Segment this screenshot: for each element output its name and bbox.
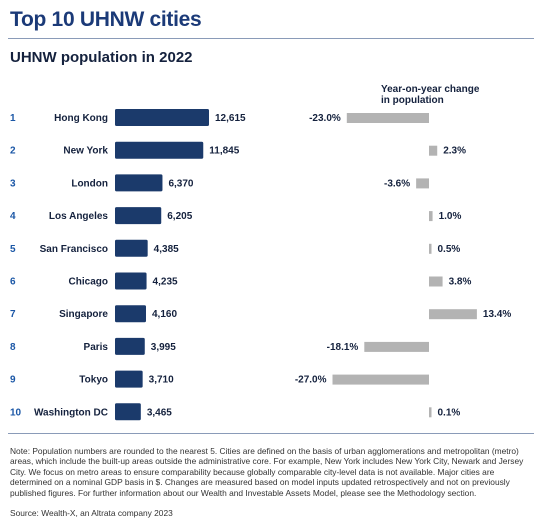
change-value-label: 2.3% <box>443 146 466 157</box>
population-bar <box>115 141 204 159</box>
population-bar <box>115 239 148 257</box>
change-value-label: -18.1% <box>327 342 359 353</box>
rank-label: 10 <box>10 407 22 418</box>
city-label: Hong Kong <box>54 113 108 124</box>
change-bar <box>429 407 432 418</box>
change-bar <box>429 145 438 156</box>
city-label: Chicago <box>69 277 108 288</box>
change-value-label: -23.0% <box>309 113 341 124</box>
chart-divider <box>8 433 534 434</box>
change-value-label: 0.1% <box>438 407 461 418</box>
rank-label: 4 <box>10 211 16 222</box>
population-value-label: 12,615 <box>215 113 246 124</box>
rank-label: 3 <box>10 178 16 189</box>
rank-label: 2 <box>10 146 16 157</box>
yoy-header-line1: Year-on-year change <box>381 84 480 95</box>
rank-label: 8 <box>10 342 16 353</box>
population-bar <box>115 174 163 192</box>
change-bar <box>346 113 429 123</box>
yoy-header-line2: in population <box>381 95 444 106</box>
change-bar <box>429 309 477 320</box>
chart-subtitle: UHNW population in 2022 <box>10 49 193 66</box>
population-bar <box>115 305 146 323</box>
city-label: Singapore <box>59 309 108 320</box>
population-bar <box>115 109 209 126</box>
population-bar <box>115 337 145 355</box>
city-label: San Francisco <box>40 244 108 255</box>
city-label: New York <box>63 146 108 157</box>
change-bar <box>429 243 432 254</box>
population-value-label: 4,160 <box>152 309 177 320</box>
population-bar <box>115 370 143 388</box>
rank-label: 9 <box>10 375 16 386</box>
change-value-label: 3.8% <box>449 277 472 288</box>
population-bar <box>115 207 162 225</box>
source-line: Source: Wealth-X, an Altrata company 202… <box>10 508 173 518</box>
population-value-label: 3,995 <box>151 342 176 353</box>
city-label: Paris <box>84 342 109 353</box>
population-value-label: 6,205 <box>167 211 192 222</box>
population-value-label: 3,710 <box>149 375 174 386</box>
rank-label: 7 <box>10 309 16 320</box>
yoy-header: Year-on-year change in population <box>381 84 479 106</box>
change-bar <box>416 178 429 189</box>
rank-label: 5 <box>10 244 16 255</box>
change-bar <box>364 341 429 352</box>
page-title: Top 10 UHNW cities <box>10 8 202 31</box>
population-value-label: 6,370 <box>168 178 193 189</box>
change-value-label: 0.5% <box>438 244 461 255</box>
title-divider <box>8 38 534 39</box>
change-bar <box>429 276 443 287</box>
city-label: London <box>71 178 108 189</box>
change-bar <box>429 211 433 222</box>
city-label: Los Angeles <box>49 211 109 222</box>
change-value-label: 1.0% <box>439 211 462 222</box>
rank-label: 6 <box>10 277 16 288</box>
change-value-label: -27.0% <box>295 375 327 386</box>
population-bar <box>115 272 147 290</box>
population-value-label: 11,845 <box>209 146 239 157</box>
city-label: Tokyo <box>79 375 108 386</box>
population-value-label: 4,385 <box>154 244 179 255</box>
uhnw-chart: 1 Hong Kong 12,615 -23.0% 2 New York 11,845 2.3… <box>10 109 511 421</box>
population-bar <box>115 403 141 421</box>
city-label: Washington DC <box>34 407 108 418</box>
population-value-label: 3,465 <box>147 407 172 418</box>
rank-label: 1 <box>10 113 16 124</box>
footnote: Note: Population numbers are rounded to … <box>10 446 524 498</box>
change-value-label: -3.6% <box>384 178 410 189</box>
population-value-label: 4,235 <box>153 277 178 288</box>
change-value-label: 13.4% <box>483 309 511 320</box>
change-bar <box>332 374 429 385</box>
